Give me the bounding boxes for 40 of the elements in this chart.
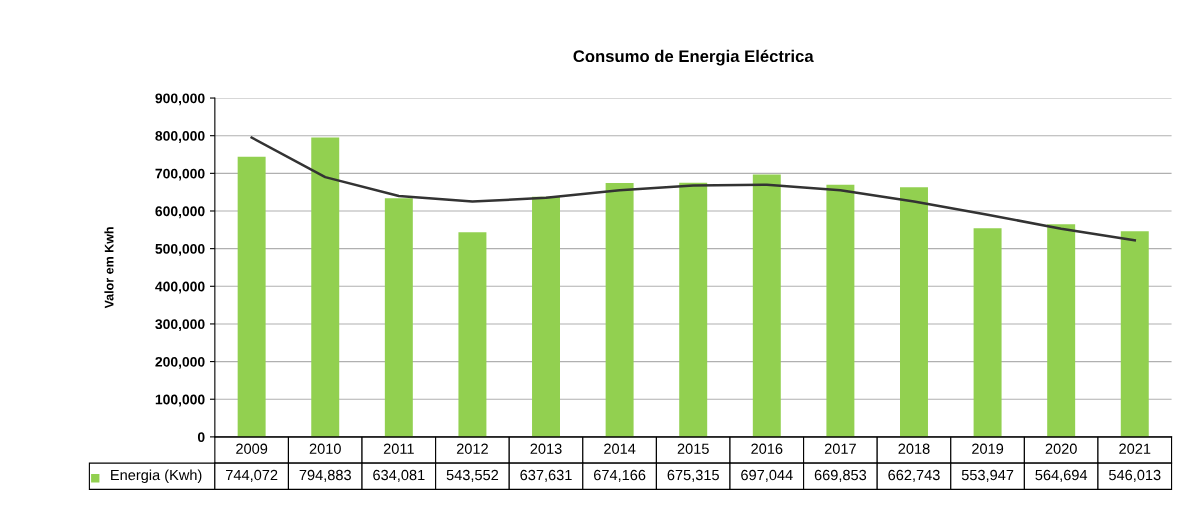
data-label: 553,947	[961, 469, 1014, 482]
y-axis-title: Valor em Kwh	[104, 227, 114, 309]
x-tick-label: 2014	[604, 443, 636, 454]
data-label: 675,315	[667, 469, 719, 482]
y-tick-label: 900,000	[155, 93, 205, 106]
x-tick-label: 2009	[236, 443, 268, 454]
data-label: 674,166	[594, 469, 646, 482]
y-tick-label: 600,000	[155, 206, 205, 219]
x-tick-label: 2021	[1119, 443, 1151, 454]
x-tick-label: 2013	[530, 443, 562, 454]
data-label: 669,853	[814, 469, 867, 482]
y-tick-label: 400,000	[155, 281, 205, 294]
x-tick-label: 2018	[898, 443, 930, 454]
data-label: 546,013	[1109, 469, 1161, 482]
y-tick-label: 100,000	[155, 394, 205, 407]
x-tick-label: 2015	[677, 443, 709, 454]
x-tick-label: 2012	[456, 443, 488, 454]
x-tick-label: 2017	[824, 443, 856, 454]
y-tick-label: 0	[197, 432, 205, 443]
x-tick-label: 2019	[972, 443, 1004, 454]
x-tick-label: 2020	[1045, 443, 1077, 454]
y-tick-label: 800,000	[155, 131, 205, 143]
legend-label: Energia (Kwh)	[111, 469, 202, 484]
data-label: 634,081	[373, 469, 425, 482]
y-tick-label: 300,000	[155, 319, 205, 332]
y-tick-label: 700,000	[155, 168, 205, 181]
data-label: 794,883	[299, 469, 351, 482]
data-label: 564,694	[1035, 469, 1088, 482]
data-label: 662,743	[888, 469, 940, 482]
y-tick-label: 200,000	[155, 356, 205, 369]
data-label: 543,552	[446, 469, 499, 482]
x-tick-label: 2010	[309, 443, 341, 454]
data-label: 744,072	[226, 469, 278, 482]
chart-title: Consumo de Energia Eléctrica	[573, 49, 814, 66]
y-tick-label: 500,000	[155, 243, 205, 256]
data-label: 697,044	[741, 469, 793, 482]
data-label: 637,631	[520, 469, 572, 482]
x-tick-label: 2016	[751, 443, 783, 454]
line-series	[250, 136, 1137, 242]
x-tick-label: 2011	[383, 443, 414, 454]
